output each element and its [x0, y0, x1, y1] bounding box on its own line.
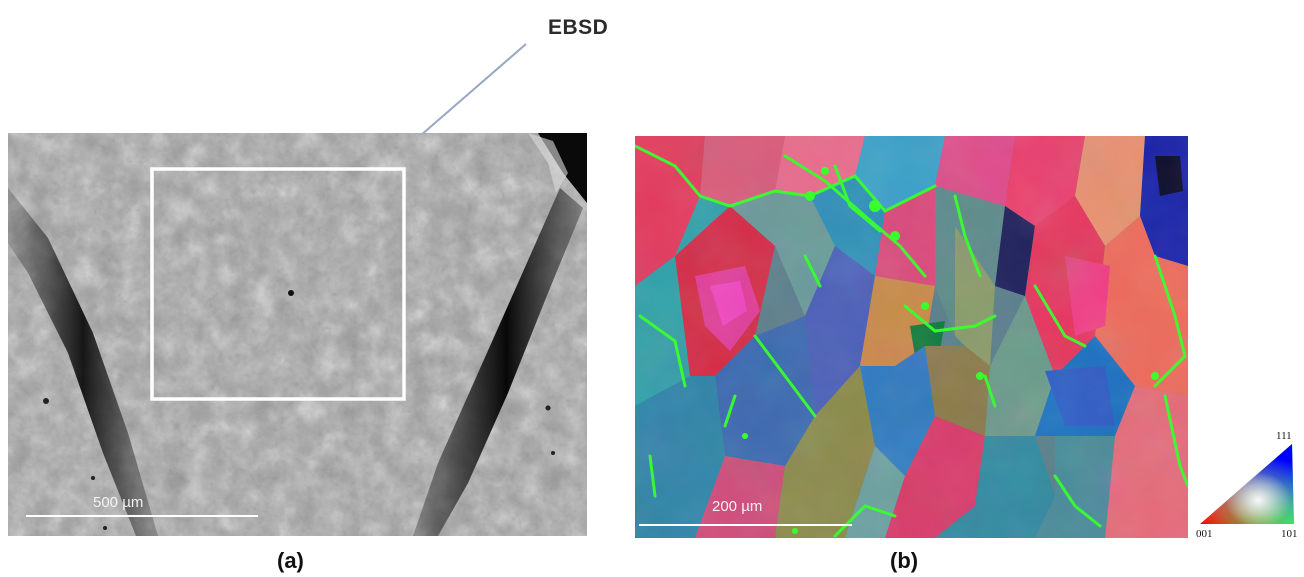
ebsd-callout-label: EBSD	[548, 16, 609, 39]
ebsd-ipf-map	[635, 136, 1188, 538]
panel-b-label: (b)	[890, 548, 919, 573]
ebsd-region-box	[150, 167, 406, 401]
ipf-key-label-001: 001	[1196, 528, 1213, 540]
sem-micrograph	[8, 133, 587, 536]
panel-a-label: (a)	[277, 548, 304, 573]
ipf-key-label-101: 101	[1281, 528, 1298, 540]
scale-bar-b-label: 200 µm	[712, 498, 763, 515]
ipf-color-key	[1200, 444, 1294, 524]
ipf-key-label-111: 111	[1276, 430, 1292, 442]
scale-bar-a-label: 500 µm	[93, 494, 144, 511]
grain-boundaries	[635, 144, 1188, 538]
